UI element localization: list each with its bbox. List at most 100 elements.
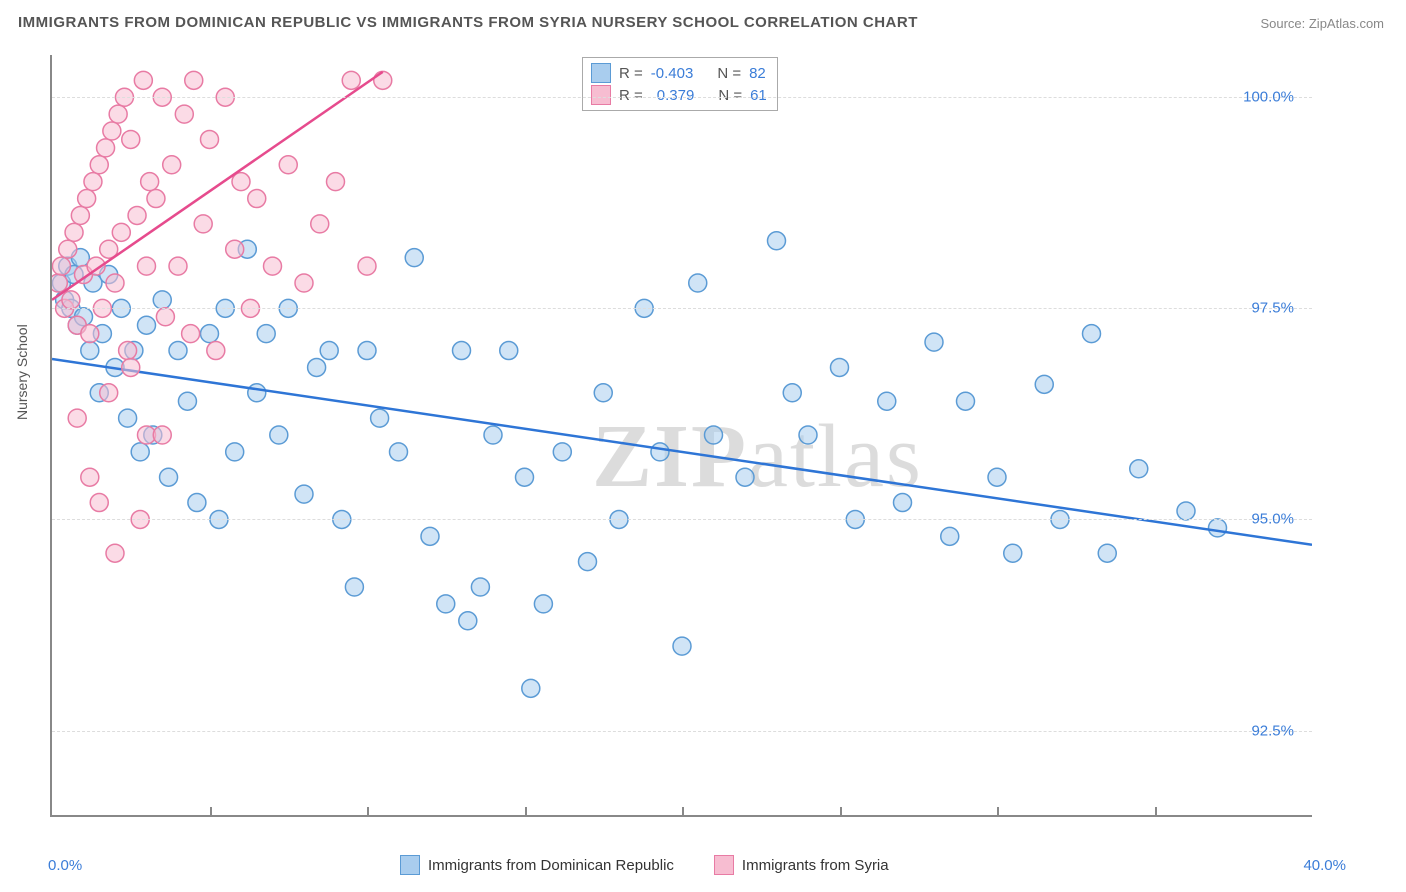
y-tick-label: 97.5% [1251, 300, 1294, 317]
data-point [957, 392, 975, 410]
data-point [327, 173, 345, 191]
data-point [122, 358, 140, 376]
y-tick-label: 92.5% [1251, 722, 1294, 739]
legend-item-syria: Immigrants from Syria [714, 854, 889, 876]
data-point [1177, 502, 1195, 520]
data-point [553, 443, 571, 461]
data-point [1098, 544, 1116, 562]
stats-row-dominican: R = -0.403 N = 82 [591, 62, 767, 84]
data-point [100, 384, 118, 402]
data-point [437, 595, 455, 613]
data-point [1130, 460, 1148, 478]
data-point [522, 679, 540, 697]
data-point [374, 71, 392, 89]
data-point [106, 274, 124, 292]
x-tick [210, 807, 212, 817]
swatch-dominican [400, 855, 420, 875]
data-point [534, 595, 552, 613]
data-point [109, 105, 127, 123]
data-point [941, 527, 959, 545]
data-point [768, 232, 786, 250]
data-point [122, 130, 140, 148]
data-point [169, 257, 187, 275]
data-point [169, 342, 187, 360]
n-value-dominican: 82 [749, 65, 766, 82]
x-axis-min-label: 0.0% [48, 857, 82, 874]
data-point [226, 240, 244, 258]
data-point [134, 71, 152, 89]
data-point [345, 578, 363, 596]
data-point [371, 409, 389, 427]
data-point [1083, 325, 1101, 343]
swatch-syria [714, 855, 734, 875]
data-point [81, 325, 99, 343]
data-point [248, 190, 266, 208]
y-tick-label: 95.0% [1251, 511, 1294, 528]
data-point [783, 384, 801, 402]
scatter-svg [52, 55, 1312, 815]
data-point [988, 468, 1006, 486]
data-point [128, 206, 146, 224]
swatch-dominican [591, 63, 611, 83]
data-point [1035, 375, 1053, 393]
data-point [81, 468, 99, 486]
data-point [119, 409, 137, 427]
gridline-h [52, 97, 1312, 98]
data-point [160, 468, 178, 486]
data-point [516, 468, 534, 486]
x-axis-max-label: 40.0% [1303, 857, 1346, 874]
n-value-syria: 61 [750, 87, 767, 104]
data-point [153, 426, 171, 444]
data-point [311, 215, 329, 233]
data-point [106, 544, 124, 562]
data-point [71, 206, 89, 224]
data-point [673, 637, 691, 655]
data-point [705, 426, 723, 444]
data-point [264, 257, 282, 275]
data-point [65, 223, 83, 241]
chart-source: Source: ZipAtlas.com [1260, 16, 1384, 31]
data-point [1209, 519, 1227, 537]
y-tick-label: 100.0% [1243, 89, 1294, 106]
label-n: N = [718, 87, 742, 104]
x-tick [1155, 807, 1157, 817]
data-point [405, 249, 423, 267]
gridline-h [52, 308, 1312, 309]
data-point [163, 156, 181, 174]
data-point [201, 130, 219, 148]
data-point [156, 308, 174, 326]
data-point [736, 468, 754, 486]
data-point [925, 333, 943, 351]
stats-row-syria: R = 0.379 N = 61 [591, 84, 767, 106]
data-point [81, 342, 99, 360]
data-point [689, 274, 707, 292]
data-point [358, 257, 376, 275]
data-point [52, 274, 67, 292]
data-point [878, 392, 896, 410]
label-n: N = [717, 65, 741, 82]
data-point [147, 190, 165, 208]
data-point [342, 71, 360, 89]
x-tick [525, 807, 527, 817]
data-point [257, 325, 275, 343]
data-point [390, 443, 408, 461]
data-point [358, 342, 376, 360]
chart-title: IMMIGRANTS FROM DOMINICAN REPUBLIC VS IM… [18, 14, 918, 31]
x-tick [840, 807, 842, 817]
data-point [119, 342, 137, 360]
data-point [188, 494, 206, 512]
data-point [1004, 544, 1022, 562]
data-point [178, 392, 196, 410]
gridline-h [52, 731, 1312, 732]
data-point [248, 384, 266, 402]
data-point [138, 316, 156, 334]
label-r: R = [619, 65, 643, 82]
data-point [141, 173, 159, 191]
data-point [153, 291, 171, 309]
data-point [594, 384, 612, 402]
data-point [201, 325, 219, 343]
label-r: R = [619, 87, 643, 104]
x-tick [682, 807, 684, 817]
chart-plot-area: ZIPatlas R = -0.403 N = 82 R = 0.379 N =… [50, 55, 1312, 817]
legend-label-dominican: Immigrants from Dominican Republic [428, 857, 674, 874]
